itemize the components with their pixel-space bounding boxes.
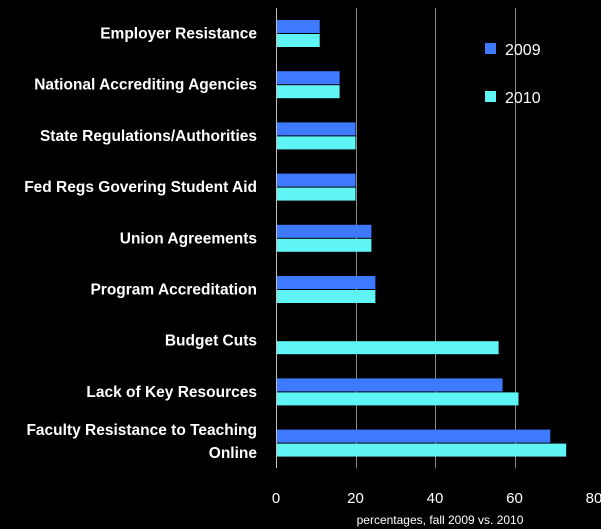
category-label-3: State Regulations/Authorities [40, 128, 257, 145]
x-tick-labels: 0 20 40 60 80 [272, 490, 601, 507]
bar-2009-2 [277, 71, 340, 85]
category-label-5: Union Agreements [120, 230, 257, 247]
category-label-1: Employer Resistance [100, 26, 257, 43]
x-tick-label-0: 0 [272, 490, 280, 507]
bars [277, 20, 567, 457]
category-label-8: Lack of Key Resources [86, 384, 257, 401]
bar-2010-7 [277, 341, 499, 355]
legend-label-2009: 2009 [505, 42, 541, 59]
bar-2010-8 [277, 392, 519, 406]
bar-2009-9 [277, 429, 551, 443]
bar-2009-3 [277, 122, 356, 136]
x-tick-label-20: 20 [347, 490, 364, 507]
category-label-4: Fed Regs Govering Student Aid [24, 179, 257, 196]
bar-2010-9 [277, 443, 567, 457]
category-label-7: Budget Cuts [165, 333, 257, 350]
legend: 2009 2010 [485, 42, 541, 107]
category-label-6: Program Accreditation [90, 282, 257, 299]
x-tick-label-40: 40 [427, 490, 444, 507]
x-tick-label-80: 80 [586, 490, 601, 507]
bar-2010-6 [277, 290, 376, 303]
category-label-9: Faculty Resistance to Teaching Online [26, 422, 257, 462]
bar-2009-8 [277, 378, 503, 392]
bar-2009-1 [277, 20, 320, 33]
category-labels: Employer Resistance National Accrediting … [24, 26, 257, 463]
bar-2009-5 [277, 224, 372, 238]
x-tick-label-60: 60 [506, 490, 523, 507]
category-label-2: National Accrediting Agencies [34, 77, 257, 94]
bar-2009-4 [277, 173, 356, 187]
legend-swatch-2009 [485, 43, 496, 54]
bar-2010-3 [277, 136, 356, 150]
legend-swatch-2010 [485, 91, 496, 102]
bar-2010-4 [277, 187, 356, 201]
bar-2009-6 [277, 276, 376, 289]
bar-2010-1 [277, 34, 320, 47]
x-axis-title: percentages, fall 2009 vs. 2010 [357, 513, 524, 527]
bar-2010-2 [277, 85, 340, 99]
legend-label-2010: 2010 [505, 90, 541, 107]
bar-2010-5 [277, 238, 372, 252]
